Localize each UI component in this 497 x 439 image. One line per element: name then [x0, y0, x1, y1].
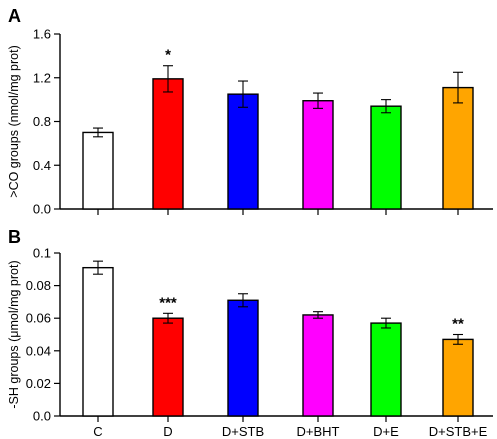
bar-d [152, 317, 184, 417]
x-tick-label: D+E [373, 424, 399, 439]
y-tick-label: 0.02 [26, 376, 51, 391]
bar-d-stb [227, 93, 259, 210]
panel-letter: A [8, 6, 21, 26]
x-tick-label: D+STB [222, 424, 264, 439]
y-tick-label: 1.6 [33, 27, 51, 42]
bar-c [82, 266, 114, 417]
bar-d-stb [227, 299, 259, 417]
y-tick-label: 1.2 [33, 70, 51, 85]
bar-d-stb-e [442, 338, 474, 417]
panel-a: A >CO groups (nmol/mg prot) 0.0 0.4 0.8 1.2 1.… [7, 6, 493, 217]
bar-d-stb-e [442, 86, 474, 210]
bar-c [82, 131, 114, 210]
y-axis-label: -SH groups (μmol/mg prot) [7, 260, 21, 408]
x-tick-label: D+STB+E [429, 424, 488, 439]
y-tick-label: 0.06 [26, 311, 51, 326]
y-tick-label: 0.04 [26, 343, 51, 358]
y-tick-label: 0.08 [26, 278, 51, 293]
y-tick-label: 0.0 [33, 409, 51, 424]
x-tick-label: C [93, 424, 102, 439]
bar-d [152, 78, 184, 210]
y-tick-label: 0.8 [33, 114, 51, 129]
significance-marker: ** [452, 316, 464, 333]
y-tick-label: 0.4 [33, 158, 51, 173]
bar-d-bht [302, 100, 334, 210]
y-tick-label: 0.0 [33, 202, 51, 217]
significance-marker: *** [159, 294, 177, 311]
bar-d-e [370, 105, 402, 210]
panel-b: B -SH groups (μmol/mg prot) 0.0 0.02 0.04 0.0… [7, 227, 493, 439]
significance-marker: * [165, 47, 171, 64]
x-tick-label: D [163, 424, 172, 439]
x-tick-label: D+BHT [297, 424, 340, 439]
bar-d-e [370, 322, 402, 417]
panel-letter: B [8, 227, 21, 247]
y-tick-label: 0.1 [33, 246, 51, 261]
bar-d-bht [302, 314, 334, 417]
y-axis-label: >CO groups (nmol/mg prot) [7, 45, 21, 197]
